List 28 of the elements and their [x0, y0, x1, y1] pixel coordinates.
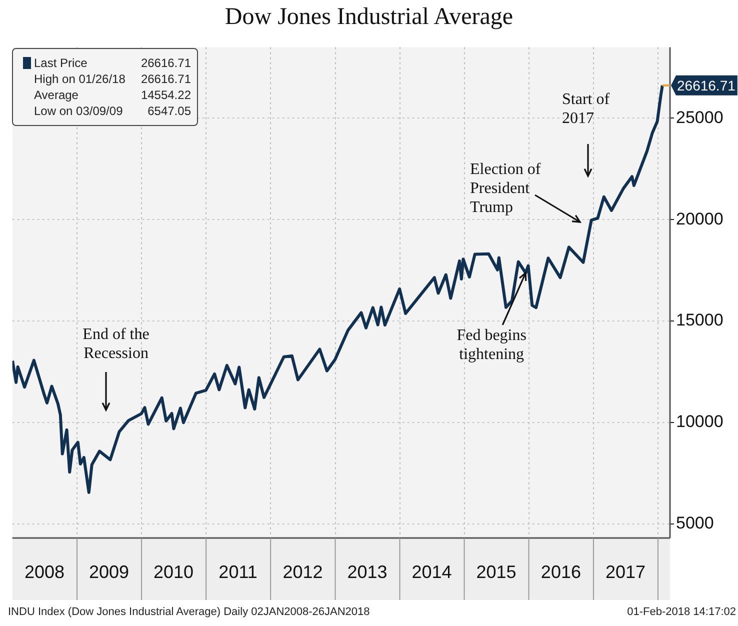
- y-tick-label: 15000: [676, 310, 724, 330]
- x-tick-label: 2017: [605, 562, 646, 582]
- data-label: 26616.71: [677, 77, 736, 94]
- x-tick-label: 2015: [476, 562, 516, 582]
- x-tick-label: 2009: [89, 562, 130, 582]
- text: 26616.71: [140, 56, 191, 70]
- annotation: Election of President Trump: [470, 160, 542, 217]
- text: Average 14554.22: [34, 88, 191, 102]
- x-tick-label: 2012: [282, 562, 323, 582]
- y-tick-label: 20000: [676, 209, 724, 228]
- y-tick-label: 25000: [676, 108, 724, 127]
- annotation: Start of 2017: [562, 90, 611, 128]
- x-tick-label: 2010: [154, 562, 194, 582]
- text: INDU Index (Dow Jones Industrial Average) Daily 02JAN2008-26JAN2018: [8, 606, 370, 618]
- x-tick-label: 2011: [218, 562, 258, 582]
- text: 01-Feb-2018 14:17:02: [627, 606, 736, 618]
- x-tick-label: 2008: [24, 562, 65, 582]
- annotation: End of the Recession: [82, 325, 150, 363]
- x-tick-label: 2013: [347, 562, 388, 582]
- x-tick-label: 2014: [412, 562, 452, 582]
- y-tick-label: 5000: [676, 513, 714, 532]
- text: High on 01/26/18 26616.71: [34, 72, 191, 86]
- text: Low on 03/09/09 6547.05: [34, 104, 191, 118]
- x-tick-label: 2016: [540, 562, 581, 582]
- legend-label: Last Price: [33, 55, 88, 71]
- chart-title: Dow Jones Industrial Average: [224, 4, 514, 31]
- y-tick-label: 10000: [676, 412, 724, 432]
- annotation: Fed begins tightening: [456, 326, 528, 364]
